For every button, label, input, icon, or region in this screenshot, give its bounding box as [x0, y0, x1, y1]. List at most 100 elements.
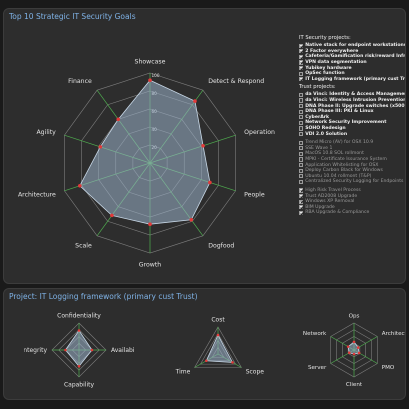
radar-data-point — [110, 213, 114, 218]
checkbox-unchecked[interactable] — [299, 168, 304, 173]
team-radar-chart: Ops Architecture PMO Client Server Network — [303, 314, 405, 388]
checkbox-checked[interactable] — [299, 43, 304, 48]
checklist-item[interactable]: High Risk Travel Process — [299, 188, 405, 194]
checkbox-checked[interactable] — [299, 205, 304, 210]
checklist-item[interactable]: Yubikey hardware — [299, 65, 405, 71]
radar-data-point — [356, 346, 360, 349]
checklist-item[interactable]: Ubuntu 10.04 rollmont (T&P) — [299, 173, 405, 179]
checklist-item[interactable]: SOHO Redesign — [299, 126, 405, 132]
checklist-item[interactable]: BIM Upgrade — [299, 204, 405, 210]
radar-axis-label: Confidentiality — [57, 313, 101, 320]
radar-grid-ring — [194, 326, 242, 368]
checkbox-unchecked[interactable] — [299, 126, 304, 131]
checklist-item-label: da Vinci: Identity & Access Management — [305, 92, 406, 98]
checkbox-checked[interactable] — [299, 210, 304, 215]
radar-axis-label: PMO — [382, 365, 395, 371]
radar-axis-label: Client — [346, 382, 363, 388]
radar-axis-label: Growth — [139, 262, 161, 269]
checkbox-unchecked[interactable] — [299, 151, 304, 156]
checklist-item[interactable]: Application Whitelisting for OSX — [299, 162, 405, 168]
checklist-item-label: SSE Wave 1 — [305, 145, 333, 151]
radar-data-point — [357, 351, 361, 355]
checkbox-unchecked[interactable] — [299, 109, 304, 114]
checklist-item-label: MPKI - Certificate Issurance System — [305, 156, 387, 162]
checklist-item[interactable]: IT Logging framework (primary cust Trust… — [299, 76, 406, 83]
checkbox-unchecked[interactable] — [299, 115, 304, 120]
checklist-item[interactable]: da Vinci: Wireless Intrusion Prevention — [299, 98, 405, 104]
checkbox-unchecked[interactable] — [299, 162, 304, 168]
radar-data-point — [189, 217, 194, 222]
checklist-item-label: CyberArk — [305, 114, 330, 120]
radar-data-point — [231, 361, 234, 364]
checklist-item-label: Cafeteria/Gamification risk/reward Infra — [305, 54, 406, 60]
radar-data-point — [77, 364, 81, 368]
checkbox-unchecked[interactable] — [299, 120, 304, 126]
checklist-item[interactable]: Trust AD2008 Upgrade — [299, 193, 405, 199]
radar-axis-label: Time — [175, 368, 191, 375]
checklist-item[interactable]: SSE Wave 1 — [299, 145, 405, 152]
checklist-item-label: Centralized Security Logging for Endpoin… — [305, 179, 404, 185]
project-title: Project: IT Logging framework (primary c… — [9, 292, 198, 301]
radar-axis-label: Architecture — [18, 192, 56, 199]
checklist-item[interactable]: Windows XP Removal — [299, 199, 405, 205]
checkbox-checked[interactable] — [299, 193, 304, 199]
checkbox-unchecked[interactable] — [299, 92, 304, 98]
checklist-item[interactable]: Centralized Security Logging for Endpoin… — [299, 179, 405, 185]
checklist-item-label: Yubikey hardware — [305, 65, 352, 71]
checkbox-unchecked[interactable] — [299, 174, 304, 179]
radar-data-point — [116, 117, 121, 122]
checklist-item[interactable]: Network Security Improvement — [299, 120, 405, 126]
checklist-item[interactable]: VDI 2.0 Solution — [299, 131, 405, 137]
checklist-item[interactable]: RBA Upgrade & Compliance — [299, 210, 405, 216]
checklist-item-label: IT Logging framework (primary cust Trust… — [305, 76, 406, 82]
radar-data-point — [352, 340, 356, 344]
checkbox-unchecked[interactable] — [299, 157, 304, 162]
checklist-item[interactable]: DNA Phase II: Upgrade switches (x500) — [299, 103, 405, 109]
radar-data-point — [193, 99, 197, 103]
checkbox-unchecked[interactable] — [299, 140, 304, 145]
checklist-item-label: Application Whitelisting for OSX — [305, 162, 379, 168]
goals-title: Top 10 Strategic IT Security Goals — [9, 12, 136, 21]
checklist-item-label: BIM Upgrade — [305, 204, 335, 210]
checklist-item[interactable]: CyberArk — [299, 114, 405, 121]
radar-axis-label: Availability — [111, 347, 134, 354]
radar-axis-label: Agility — [36, 129, 56, 136]
checkbox-checked[interactable] — [299, 199, 304, 204]
checkbox-unchecked[interactable] — [299, 104, 304, 109]
checklist-item[interactable]: Trend Micro (AV) for OSX 10.9 — [299, 140, 405, 146]
radar-data-point — [98, 145, 103, 149]
radar-data-point — [78, 184, 82, 188]
checklist-item[interactable]: VPN data segmentation — [299, 60, 405, 66]
radar-data-point — [348, 351, 351, 354]
checkbox-unchecked[interactable] — [299, 179, 304, 184]
radar-axis-label: Scope — [246, 368, 265, 375]
cost-scope-time-radar-chart: Cost Scope Time — [175, 317, 265, 376]
radar-data-area — [79, 79, 211, 225]
checklist-item[interactable]: Native stack for endpoint workstations — [299, 43, 405, 49]
radar-axis-label: Detect & Respond — [208, 78, 264, 85]
checkbox-checked[interactable] — [299, 49, 304, 54]
checkbox-checked[interactable] — [299, 77, 304, 82]
checklist-item[interactable]: 2 Factor everywhere — [299, 49, 405, 55]
checkbox-checked[interactable] — [299, 54, 304, 60]
checklist-item[interactable]: MacOS 10.8 SOL rollmont — [299, 151, 405, 157]
checkbox-unchecked[interactable] — [299, 146, 304, 151]
radar-data-point — [148, 78, 152, 82]
radar-grid-ring — [199, 333, 237, 365]
checkbox-checked[interactable] — [299, 188, 304, 193]
checkbox-unchecked[interactable] — [299, 71, 304, 76]
checklist-item[interactable]: OpSec function — [299, 71, 405, 77]
checklist-item[interactable]: DNA Phase III: PKI & Linux — [299, 109, 405, 115]
project-checklist: IT Security projects: Native stack for en… — [299, 33, 406, 283]
checkbox-checked[interactable] — [299, 66, 304, 71]
radar-data-point — [346, 345, 350, 348]
checkbox-unchecked[interactable] — [299, 98, 304, 103]
checkbox-checked[interactable] — [299, 60, 304, 65]
radar-axis-label: Operation — [244, 129, 275, 136]
checkbox-unchecked[interactable] — [299, 132, 304, 137]
goals-panel: Top 10 Strategic IT Security Goals 20406… — [3, 8, 406, 284]
checklist-item[interactable]: Cafeteria/Gamification risk/reward Infra — [299, 54, 406, 60]
checklist-item[interactable]: da Vinci: Identity & Access Management — [299, 92, 406, 98]
checklist-item[interactable]: MPKI - Certificate Issurance System — [299, 156, 405, 163]
checklist-item[interactable]: Deploy Carbon Black for Windows — [299, 168, 405, 174]
